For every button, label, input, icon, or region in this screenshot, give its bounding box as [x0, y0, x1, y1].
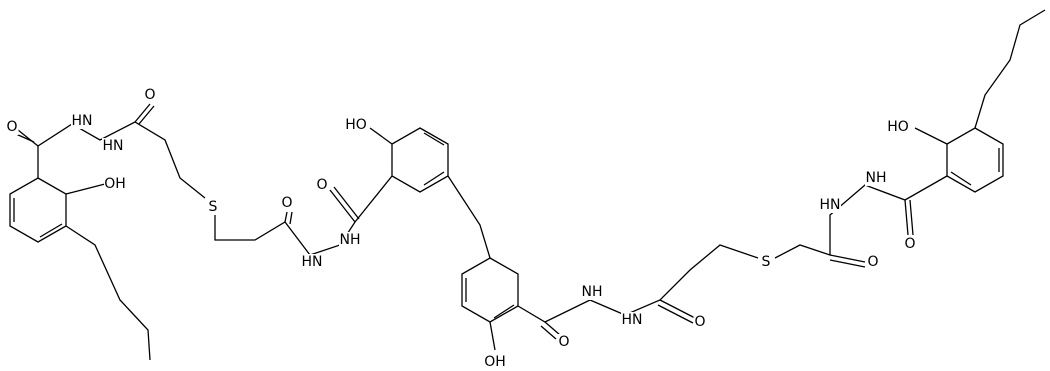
- atom-label: O: [316, 177, 327, 193]
- atom-label: OH: [104, 176, 126, 192]
- label-background: [484, 354, 506, 370]
- atom-label: NH: [582, 284, 603, 300]
- label-background: [104, 176, 126, 192]
- label-background: [345, 117, 367, 133]
- label-background: [71, 113, 93, 129]
- atom-label: S: [762, 254, 771, 270]
- atom-label: HO: [345, 117, 367, 133]
- atom-label: HN: [302, 254, 323, 270]
- label-background: [557, 334, 571, 350]
- label-background: [759, 254, 773, 270]
- label-background: [280, 195, 294, 211]
- label-background: [621, 312, 643, 328]
- atom-label: O: [558, 334, 569, 350]
- label-background: [5, 119, 19, 135]
- label-background: [903, 236, 917, 252]
- label-background: [206, 199, 220, 215]
- atom-label: O: [281, 195, 292, 211]
- atom-label: S: [209, 199, 218, 215]
- label-background: [887, 119, 909, 135]
- label-background: [339, 232, 361, 248]
- atom-label: O: [694, 314, 705, 330]
- label-background: [865, 170, 887, 186]
- atom-label: OH: [484, 354, 506, 370]
- label-background: [866, 254, 880, 270]
- atom-label: O: [144, 87, 155, 103]
- label-background: [143, 87, 157, 103]
- atom-label: HO: [887, 119, 909, 135]
- atom-label: HN: [72, 113, 93, 129]
- atom-label: O: [904, 236, 915, 252]
- label-background: [102, 138, 124, 154]
- atom-label: HN: [622, 312, 643, 328]
- atom-label: O: [867, 254, 878, 270]
- label-background: [693, 314, 707, 330]
- atom-label: HN: [820, 197, 841, 213]
- label-background: [581, 284, 603, 300]
- label-background: [819, 197, 841, 213]
- atom-label: NH: [866, 170, 887, 186]
- atom-label: NH: [340, 232, 361, 248]
- atom-label: O: [6, 119, 17, 135]
- atom-label: HN: [103, 138, 124, 154]
- label-background: [315, 177, 329, 193]
- bonds: [9, 9, 1046, 361]
- label-background: [301, 254, 323, 270]
